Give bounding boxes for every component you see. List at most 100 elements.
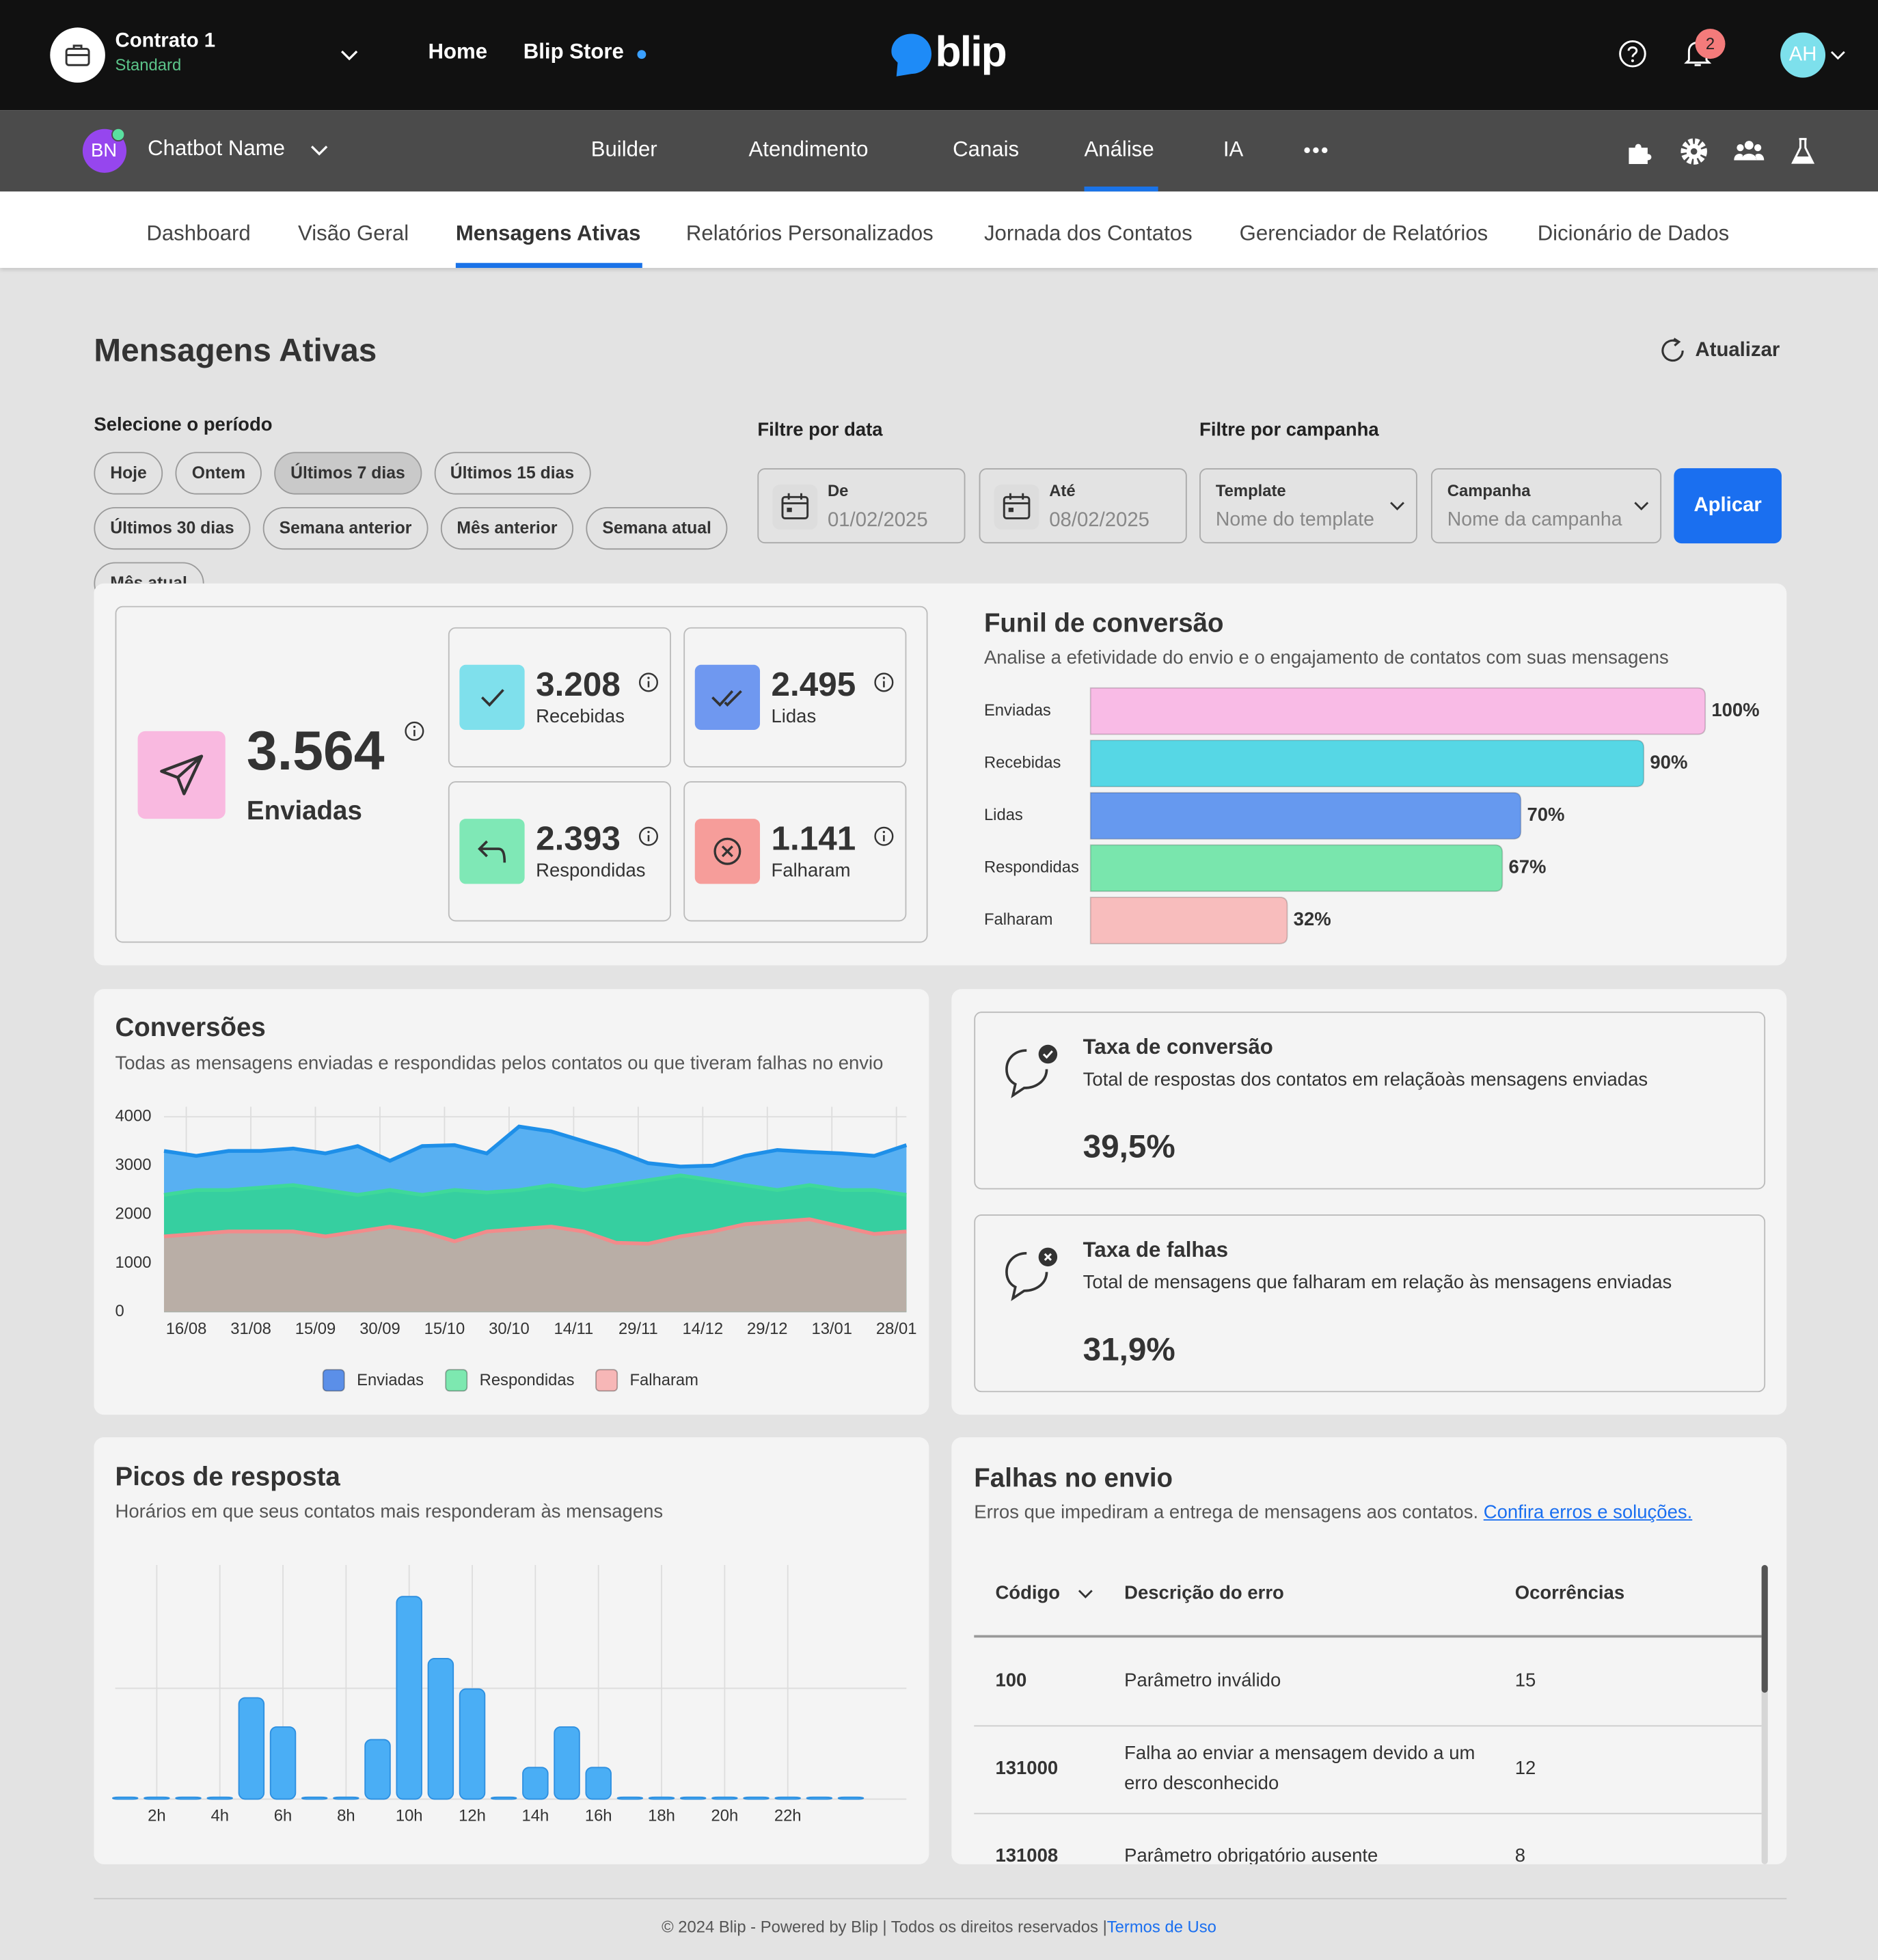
bar xyxy=(333,1796,359,1800)
kpi-card xyxy=(683,781,907,922)
period-chip[interactable]: Últimos 15 dias xyxy=(433,452,590,495)
funnel-label: Recebidas xyxy=(984,753,1061,772)
period-chip[interactable]: Mês anterior xyxy=(440,506,574,550)
nav-store[interactable]: Blip Store xyxy=(523,40,624,64)
scrollbar-track xyxy=(1761,1565,1768,1864)
bar xyxy=(459,1688,486,1800)
period-chip[interactable]: Ontem xyxy=(175,452,262,495)
bot-name[interactable]: Chatbot Name xyxy=(148,136,286,161)
logo-mark xyxy=(891,33,932,77)
x-tick-label: 8h xyxy=(337,1807,355,1825)
funnel-value-label: 100% xyxy=(1711,699,1759,720)
bar xyxy=(522,1767,549,1800)
legend-swatch xyxy=(595,1369,618,1392)
y-tick-label: 2000 xyxy=(115,1204,152,1223)
funnel-bar xyxy=(1089,687,1706,735)
apply-button[interactable] xyxy=(1674,468,1782,544)
kpi-card-value: 1.141 xyxy=(771,819,856,858)
period-label: Selecione o período xyxy=(94,414,273,436)
select-input[interactable] xyxy=(1430,468,1662,544)
tab[interactable]: Jornada dos Contatos xyxy=(983,221,1193,245)
funnel-label: Respondidas xyxy=(984,858,1079,877)
icon-part xyxy=(481,689,504,707)
bar xyxy=(396,1596,422,1800)
icon-part xyxy=(1793,156,1813,163)
icon-part xyxy=(1005,1049,1048,1099)
icon-part xyxy=(65,47,90,66)
kpi-card-label: Falharam xyxy=(771,860,851,882)
icon-part xyxy=(340,50,358,61)
bar xyxy=(144,1796,170,1800)
tab[interactable]: Relatórios Personalizados xyxy=(685,221,934,245)
icon-part xyxy=(1619,40,1646,68)
chart-title: Conversões xyxy=(115,1013,266,1042)
tab[interactable]: Gerenciador de Relatórios xyxy=(1239,221,1488,245)
icon-part xyxy=(1627,46,1638,57)
x-tick-label: 15/09 xyxy=(295,1320,336,1338)
date-input-label: De xyxy=(827,480,849,500)
avatar xyxy=(1780,32,1826,78)
rate-value: 31,9% xyxy=(1083,1330,1175,1368)
period-chip[interactable]: Hoje xyxy=(94,452,163,495)
icon-part xyxy=(1078,1590,1093,1598)
date-input[interactable] xyxy=(979,468,1187,544)
select-chevron xyxy=(1390,502,1404,511)
tab-active[interactable]: Mensagens Ativas xyxy=(455,221,641,245)
module-tab[interactable]: Canais xyxy=(953,137,1020,161)
period-chip-active[interactable]: Últimos 7 dias xyxy=(274,452,422,495)
kpi-panel xyxy=(115,605,928,943)
bar xyxy=(175,1796,202,1800)
failures-subtitle: Erros que impediram a entrega de mensage… xyxy=(974,1501,1692,1523)
icon-part xyxy=(1629,144,1652,164)
period-chip[interactable]: Semana atual xyxy=(586,506,728,550)
chart-title: Picos de resposta xyxy=(115,1462,341,1492)
icon-part xyxy=(647,830,650,834)
kpi-glyph xyxy=(481,689,504,707)
card xyxy=(94,1437,929,1864)
select-input[interactable] xyxy=(1199,468,1417,544)
refresh-button[interactable]: Atualizar xyxy=(1695,340,1780,362)
icon-part xyxy=(1634,502,1649,511)
icon-part xyxy=(311,146,328,156)
funnel-bar xyxy=(1089,844,1503,893)
failures-card: Falhas no envio Erros que impediram a ent… xyxy=(951,1437,1787,1864)
tab[interactable]: Dicionário de Dados xyxy=(1537,221,1730,245)
module-tab[interactable]: Análise xyxy=(1084,137,1154,161)
calendar-icon xyxy=(994,484,1039,530)
x-tick-label: 14/12 xyxy=(683,1320,724,1338)
rate-card xyxy=(974,1011,1766,1190)
rate-title: Taxa de conversão xyxy=(1083,1035,1273,1059)
table-cell-code: 100 xyxy=(995,1670,1027,1692)
date-label: Filtre por data xyxy=(757,419,883,441)
icon-part xyxy=(1631,59,1634,62)
chart-subtitle: Horários em que seus contatos mais respo… xyxy=(115,1500,664,1521)
footer-link[interactable]: Termos de Uso xyxy=(1106,1917,1216,1937)
icon-part xyxy=(1044,1253,1052,1261)
bar xyxy=(616,1796,644,1800)
icon-part xyxy=(1690,148,1698,155)
table-header: Código xyxy=(995,1582,1061,1604)
module-tab[interactable]: IA xyxy=(1223,137,1244,161)
date-input[interactable] xyxy=(757,468,966,544)
tab[interactable]: Visão Geral xyxy=(298,221,409,245)
table-row-rule xyxy=(974,1725,1762,1727)
icon-part xyxy=(874,826,894,846)
icon-part xyxy=(713,837,741,865)
tab[interactable]: Dashboard xyxy=(146,221,251,245)
x-tick-label: 16/08 xyxy=(166,1320,207,1338)
period-chip[interactable]: Últimos 30 dias xyxy=(94,506,251,550)
icon-part xyxy=(1734,153,1765,161)
period-chip[interactable]: Semana anterior xyxy=(262,506,428,550)
module-tab[interactable]: Builder xyxy=(590,137,657,161)
bar xyxy=(364,1739,391,1800)
icon-part xyxy=(1322,147,1328,154)
failures-link[interactable]: Confira erros e soluções. xyxy=(1483,1501,1693,1523)
x-tick-label: 2h xyxy=(148,1807,165,1825)
module-tab[interactable]: Atendimento xyxy=(748,137,869,161)
bar xyxy=(490,1796,517,1800)
icon-part xyxy=(1304,147,1310,154)
nav-home[interactable]: Home xyxy=(428,40,488,64)
kpi-card-value: 2.495 xyxy=(771,666,856,704)
bar xyxy=(269,1726,297,1800)
